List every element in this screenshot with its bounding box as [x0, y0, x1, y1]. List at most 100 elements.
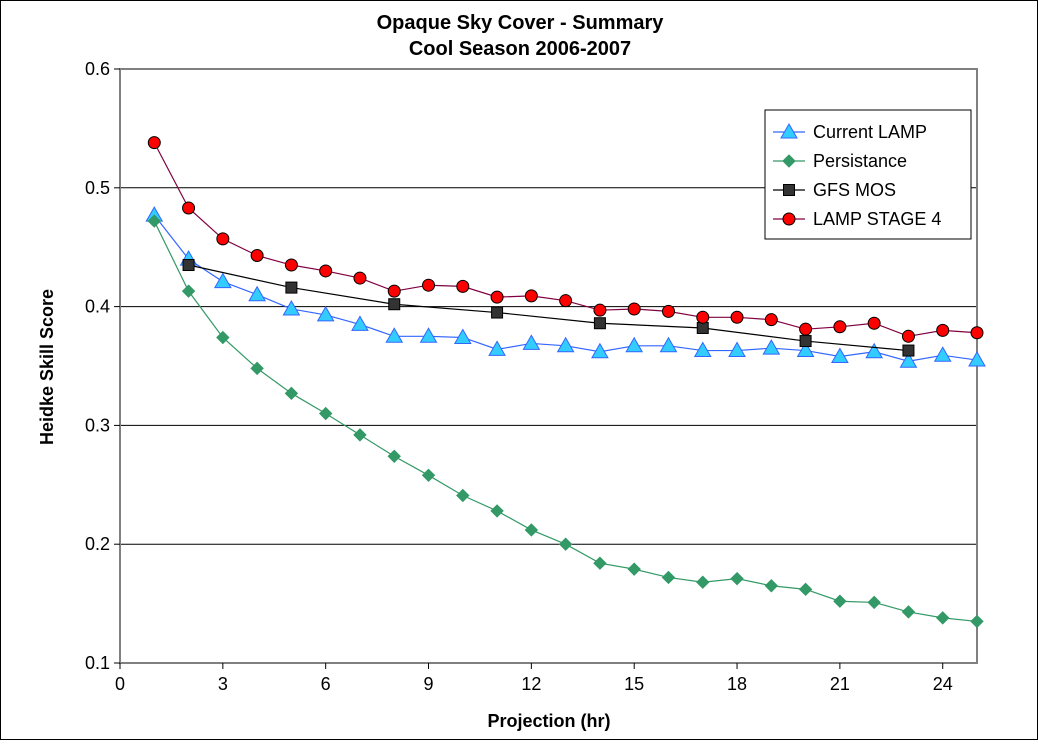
data-point [902, 344, 915, 357]
data-point [798, 582, 813, 597]
data-point [491, 306, 504, 319]
series-lamp-stage-4 [147, 136, 984, 343]
data-point [936, 323, 950, 337]
data-point [659, 336, 678, 353]
data-point [419, 327, 438, 343]
data-point [456, 279, 470, 293]
series-gfs-mos [182, 259, 915, 357]
legend-marker [782, 154, 796, 168]
data-point [556, 336, 575, 353]
data-point [182, 201, 196, 215]
data-point [730, 571, 744, 586]
legend-marker [782, 212, 796, 226]
x-tick-label: 21 [830, 674, 850, 694]
data-point [696, 575, 710, 589]
data-point [831, 347, 849, 363]
data-point [901, 605, 916, 619]
data-point [593, 317, 606, 330]
data-point [901, 329, 915, 343]
data-point [284, 258, 298, 272]
legend-marker [780, 122, 798, 139]
x-tick-label: 0 [115, 674, 125, 694]
data-point [796, 341, 815, 358]
x-tick-label: 3 [218, 674, 228, 694]
chart-subtitle: Cool Season 2006-2007 [409, 38, 631, 60]
data-point [456, 488, 470, 503]
data-point [524, 523, 539, 537]
data-point [867, 595, 881, 610]
data-point [593, 556, 607, 570]
data-point [488, 340, 506, 356]
legend-label: Persistance [813, 151, 907, 171]
data-point [316, 305, 335, 322]
y-tick-label: 0.4 [85, 297, 110, 317]
data-point [285, 281, 298, 294]
data-point [181, 284, 196, 298]
x-tick-label: 18 [727, 674, 747, 694]
data-point [387, 449, 401, 463]
data-point [250, 361, 264, 376]
data-point [147, 214, 161, 228]
data-point [728, 341, 746, 358]
data-point [661, 570, 676, 585]
data-point [696, 321, 709, 334]
y-axis-title: Heidke Skill Score [37, 289, 57, 445]
data-point [593, 303, 607, 317]
x-axis-title: Projection (hr) [487, 711, 610, 731]
y-tick-label: 0.1 [85, 653, 110, 673]
data-point [970, 614, 984, 629]
data-point [558, 537, 573, 551]
series-persistance [147, 214, 984, 629]
x-tick-label: 6 [321, 674, 331, 694]
data-point [661, 304, 675, 318]
data-point [182, 259, 195, 272]
data-point [524, 289, 538, 303]
data-point [318, 406, 333, 421]
series-line [153, 220, 978, 623]
legend-label: GFS MOS [813, 180, 896, 200]
data-point [453, 328, 472, 344]
data-point [388, 298, 401, 311]
data-point [213, 272, 232, 289]
data-point [799, 335, 812, 348]
data-point [522, 334, 541, 350]
legend-label: Current LAMP [813, 122, 927, 142]
data-point [936, 611, 950, 625]
data-point [867, 316, 881, 330]
data-point [933, 346, 952, 362]
data-point [764, 313, 778, 327]
data-point [833, 320, 847, 334]
data-point [968, 351, 986, 367]
data-point [387, 284, 401, 298]
data-point [353, 271, 367, 285]
x-tick-label: 12 [521, 674, 541, 694]
x-tick-label: 15 [624, 674, 644, 694]
x-tick-label: 24 [933, 674, 953, 694]
data-point [627, 302, 641, 316]
series-line [188, 264, 909, 352]
data-point [970, 326, 984, 340]
data-point [799, 322, 813, 336]
data-point [353, 428, 367, 442]
data-point [248, 285, 266, 302]
data-point [693, 341, 712, 358]
y-tick-label: 0.6 [85, 59, 110, 79]
data-point [833, 594, 847, 608]
data-point [625, 336, 644, 353]
data-point [899, 352, 918, 368]
data-point [730, 310, 744, 324]
data-point [559, 294, 573, 308]
y-tick-label: 0.3 [85, 415, 110, 435]
data-point [490, 504, 504, 518]
y-tick-label: 0.5 [85, 178, 110, 198]
data-point [627, 562, 641, 576]
data-point [591, 342, 609, 359]
data-point [319, 264, 333, 278]
data-point [421, 468, 436, 483]
legend-marker [783, 184, 795, 196]
data-point [762, 339, 781, 355]
x-tick-label: 9 [424, 674, 434, 694]
data-point [385, 327, 404, 343]
